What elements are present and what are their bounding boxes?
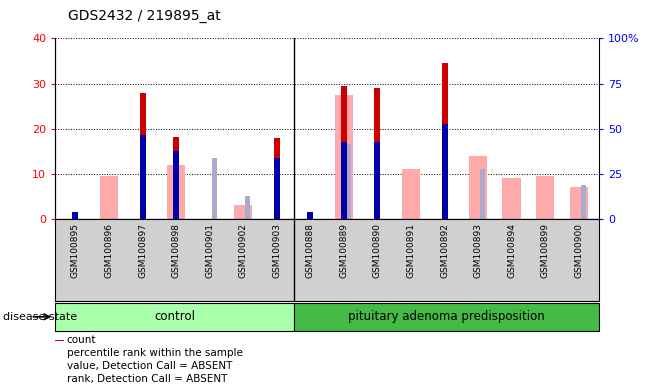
Bar [100, 176, 118, 219]
Bar [341, 142, 347, 219]
FancyBboxPatch shape [294, 303, 599, 331]
Bar [139, 136, 146, 219]
Bar [274, 138, 280, 219]
Bar [374, 142, 380, 219]
Text: GSM100898: GSM100898 [172, 223, 180, 278]
Bar [167, 165, 186, 219]
Text: GSM100897: GSM100897 [138, 223, 147, 278]
Text: GSM100901: GSM100901 [205, 223, 214, 278]
Bar [234, 205, 253, 219]
Text: GSM100899: GSM100899 [541, 223, 549, 278]
Text: GSM100895: GSM100895 [71, 223, 80, 278]
Bar [274, 158, 280, 219]
Bar [245, 196, 251, 219]
Bar [55, 353, 64, 354]
Bar [335, 95, 353, 219]
Text: GSM100896: GSM100896 [105, 223, 113, 278]
Text: pituitary adenoma predisposition: pituitary adenoma predisposition [348, 310, 545, 323]
Text: GSM100902: GSM100902 [239, 223, 248, 278]
Text: GSM100890: GSM100890 [373, 223, 382, 278]
Text: GSM100903: GSM100903 [272, 223, 281, 278]
Text: value, Detection Call = ABSENT: value, Detection Call = ABSENT [66, 361, 232, 371]
Bar [307, 212, 313, 219]
Text: GSM100900: GSM100900 [574, 223, 583, 278]
Bar [341, 86, 347, 219]
Text: GSM100888: GSM100888 [306, 223, 315, 278]
Bar [536, 176, 555, 219]
Bar [581, 185, 586, 219]
Text: GDS2432 / 219895_at: GDS2432 / 219895_at [68, 9, 221, 23]
Text: disease state: disease state [3, 312, 77, 322]
Bar [55, 339, 64, 341]
Bar [212, 158, 217, 219]
Text: count: count [66, 335, 96, 345]
Bar [72, 212, 79, 219]
Bar [374, 88, 380, 219]
Bar [441, 124, 448, 219]
Bar [402, 169, 421, 219]
FancyBboxPatch shape [55, 303, 294, 331]
Bar [173, 151, 179, 219]
Text: GSM100893: GSM100893 [474, 223, 482, 278]
Text: GSM100889: GSM100889 [339, 223, 348, 278]
Text: GSM100894: GSM100894 [507, 223, 516, 278]
Bar [441, 63, 448, 219]
Bar [503, 178, 521, 219]
Text: control: control [154, 310, 195, 323]
Text: GSM100891: GSM100891 [406, 223, 415, 278]
Text: GSM100892: GSM100892 [440, 223, 449, 278]
Bar [480, 169, 486, 219]
Bar [139, 93, 146, 219]
Bar [346, 144, 351, 219]
Bar [469, 156, 488, 219]
Text: percentile rank within the sample: percentile rank within the sample [66, 348, 242, 358]
Bar [173, 137, 179, 219]
Bar [570, 187, 588, 219]
Text: rank, Detection Call = ABSENT: rank, Detection Call = ABSENT [66, 374, 227, 384]
